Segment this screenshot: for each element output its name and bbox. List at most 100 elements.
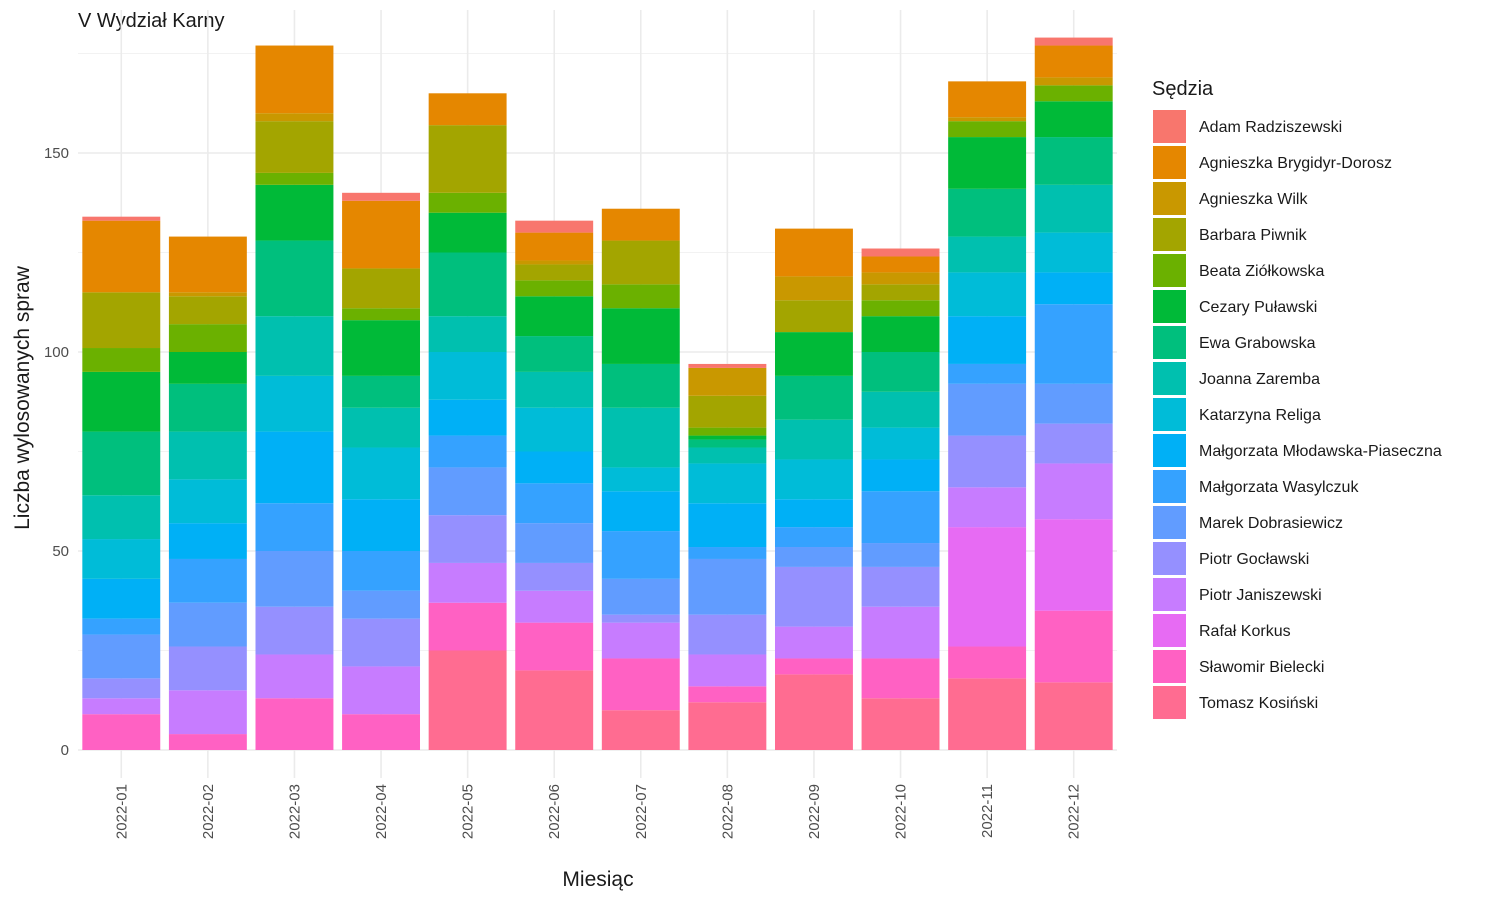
- bar-segment: [168, 602, 247, 647]
- bar-segment: [774, 527, 853, 548]
- legend-swatch: [1153, 218, 1186, 251]
- bar-segment: [688, 702, 767, 750]
- bar-segment: [948, 236, 1027, 273]
- bar-segment: [774, 674, 853, 750]
- bar-segment: [255, 172, 334, 185]
- x-tick-label: 2022-11: [979, 784, 996, 838]
- bar-segment: [861, 658, 940, 699]
- bar-segment: [515, 371, 594, 408]
- bar-segment: [948, 363, 1027, 384]
- bar-segment: [948, 527, 1027, 647]
- x-tick-label: 2022-10: [893, 784, 910, 839]
- bar-segment: [255, 375, 334, 432]
- legend-swatch: [1153, 470, 1186, 503]
- legend-swatch: [1153, 434, 1186, 467]
- x-axis-title: Miesiąc: [562, 868, 633, 891]
- bar-segment: [255, 121, 334, 173]
- legend-label: Cezary Puławski: [1199, 299, 1317, 316]
- bar-segment: [688, 686, 767, 703]
- bar-segment: [168, 479, 247, 524]
- legend-swatch: [1153, 542, 1186, 575]
- bar-segment: [1034, 463, 1113, 520]
- bar-segment: [515, 232, 594, 261]
- bar-segment: [342, 447, 421, 500]
- bar-segment: [515, 220, 594, 233]
- legend-swatch: [1153, 578, 1186, 611]
- legend-swatch: [1153, 686, 1186, 719]
- bar-segment: [601, 407, 680, 468]
- bar-segment: [168, 431, 247, 480]
- bar-segment: [168, 523, 247, 559]
- bar-segment: [774, 228, 853, 277]
- bar-segment: [168, 352, 247, 384]
- y-axis-title: Liczba wylosowanych spraw: [11, 265, 34, 530]
- bar-segment: [515, 483, 594, 524]
- bar-segment: [1034, 37, 1113, 46]
- bar-segment: [688, 427, 767, 436]
- legend-label: Marek Dobrasiewicz: [1199, 515, 1343, 532]
- bar-segment: [168, 734, 247, 750]
- bar-segment: [774, 499, 853, 528]
- bar-segment: [342, 618, 421, 667]
- bar-segment: [774, 332, 853, 376]
- bar-segment: [428, 515, 507, 563]
- y-tick-label: 50: [52, 543, 69, 560]
- bar-segment: [515, 336, 594, 372]
- x-tick-label: 2022-05: [460, 784, 477, 839]
- chart-title: V Wydział Karny: [78, 10, 225, 32]
- bar-segment: [428, 650, 507, 750]
- bar-segment: [861, 427, 940, 460]
- legend-swatch: [1153, 182, 1186, 215]
- legend-label: Tomasz Kosiński: [1199, 695, 1318, 712]
- bar-segment: [82, 220, 161, 293]
- bar-segment: [1034, 423, 1113, 464]
- legend-swatch: [1153, 614, 1186, 647]
- bar-segment: [82, 216, 161, 221]
- bar-segment: [342, 499, 421, 551]
- legend-swatch: [1153, 398, 1186, 431]
- bar-segment: [774, 276, 853, 301]
- bar-segment: [428, 562, 507, 603]
- bar-segment: [861, 284, 940, 301]
- bar-segment: [428, 435, 507, 468]
- bar-segment: [774, 566, 853, 627]
- bar-segment: [688, 654, 767, 687]
- bar-segment: [515, 622, 594, 671]
- bar-segment: [774, 658, 853, 675]
- x-tick-label: 2022-01: [113, 784, 130, 839]
- bar-segment: [601, 240, 680, 285]
- y-tick-label: 0: [61, 742, 69, 759]
- legend-label: Beata Ziółkowska: [1199, 263, 1324, 280]
- bar-segment: [82, 371, 161, 432]
- bar-segment: [82, 348, 161, 372]
- bar-segment: [948, 188, 1027, 237]
- bar-segment: [255, 45, 334, 114]
- y-axis-ticks: 0 50 100 150: [44, 145, 69, 759]
- bar-segment: [255, 184, 334, 241]
- bar-segment: [948, 121, 1027, 138]
- bar-segment: [861, 391, 940, 428]
- bar-segment: [861, 491, 940, 544]
- x-tick-label: 2022-06: [546, 784, 563, 839]
- bar-segment: [82, 292, 161, 349]
- bar-segment: [515, 407, 594, 452]
- bar-segment: [774, 375, 853, 420]
- bar-segment: [948, 137, 1027, 189]
- bar-segment: [428, 252, 507, 317]
- bar-segment: [861, 256, 940, 273]
- bar-segment: [1034, 45, 1113, 78]
- x-tick-label: 2022-03: [286, 784, 303, 839]
- bar-segment: [428, 467, 507, 516]
- bar-segment: [342, 666, 421, 715]
- bar-segment: [948, 435, 1027, 488]
- bar-segment: [601, 467, 680, 492]
- bar-segment: [515, 264, 594, 281]
- bar-segment: [82, 698, 161, 715]
- legend-label: Piotr Janiszewski: [1199, 587, 1322, 604]
- bar-segment: [774, 459, 853, 500]
- bar-segment: [515, 296, 594, 337]
- legend-swatch: [1153, 506, 1186, 539]
- bar-segment: [601, 710, 680, 750]
- bar-segment: [428, 125, 507, 193]
- legend-swatch: [1153, 650, 1186, 683]
